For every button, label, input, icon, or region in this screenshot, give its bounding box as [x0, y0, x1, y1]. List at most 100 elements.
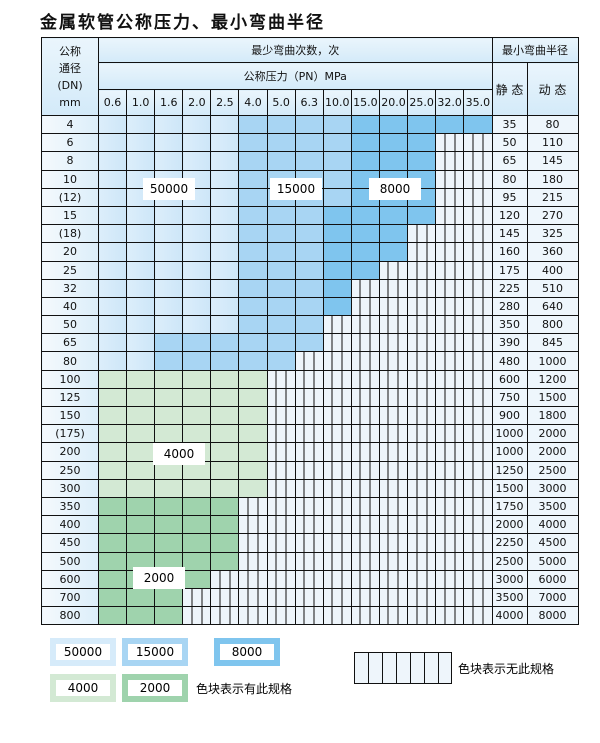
dn-cell: 700	[41, 587, 99, 608]
spec-cell	[97, 296, 128, 317]
spec-cell	[182, 569, 212, 589]
spec-cell	[266, 260, 296, 280]
spec-cell	[182, 351, 212, 371]
no-spec-cell	[294, 569, 324, 589]
spec-cell	[126, 387, 156, 408]
no-spec-cell	[266, 478, 296, 498]
spec-cell	[154, 587, 184, 608]
static-radius-cell: 1000	[491, 442, 528, 462]
spec-cell	[97, 369, 128, 389]
no-spec-cell	[350, 496, 380, 517]
spec-cell	[210, 242, 240, 262]
no-spec-cell	[435, 515, 465, 535]
no-spec-cell	[435, 187, 465, 207]
no-spec-cell	[210, 587, 240, 608]
spec-cell	[210, 315, 240, 335]
no-spec-cell	[378, 351, 409, 371]
no-spec-cell	[350, 606, 380, 626]
spec-cell	[350, 242, 380, 262]
table-row: 800 4000 8000	[41, 606, 579, 626]
table-row: 300 1500 3000	[41, 478, 579, 498]
spec-cell	[154, 333, 184, 353]
no-spec-cell	[463, 460, 493, 480]
dynamic-header: 动 态	[526, 62, 579, 116]
spec-cell	[238, 169, 268, 189]
no-spec-cell	[294, 515, 324, 535]
no-spec-cell	[266, 460, 296, 480]
table-row: 125 750 1500	[41, 387, 579, 408]
dn-cell: 15	[41, 205, 99, 226]
no-spec-cell	[266, 405, 296, 426]
no-spec-cell	[322, 460, 352, 480]
spec-cell	[350, 224, 380, 244]
no-spec-cell	[294, 387, 324, 408]
dn-cell: 400	[41, 515, 99, 535]
spec-cell	[294, 114, 324, 135]
no-spec-cell	[378, 587, 409, 608]
dn-cell: 20	[41, 242, 99, 262]
no-spec-cell	[435, 442, 465, 462]
spec-cell	[210, 405, 240, 426]
static-radius-cell: 35	[491, 114, 528, 135]
spec-cell	[238, 260, 268, 280]
dn-cell: 100	[41, 369, 99, 389]
no-spec-cell	[322, 551, 352, 571]
no-spec-cell	[378, 260, 409, 280]
no-spec-cell	[463, 478, 493, 498]
spec-cell	[322, 242, 352, 262]
no-spec-cell	[463, 242, 493, 262]
dynamic-radius-cell: 4000	[526, 515, 579, 535]
min-radius-header: 最小弯曲半径	[491, 37, 579, 63]
no-spec-cell	[266, 606, 296, 626]
static-radius-cell: 390	[491, 333, 528, 353]
no-spec-cell	[463, 133, 493, 153]
spec-cell	[126, 296, 156, 317]
static-radius-cell: 80	[491, 169, 528, 189]
no-spec-cell	[350, 369, 380, 389]
no-spec-cell	[182, 606, 212, 626]
spec-cell	[154, 551, 184, 571]
no-spec-cell	[407, 260, 437, 280]
spec-cell	[97, 606, 128, 626]
spec-cell	[238, 387, 268, 408]
table-row: 4 35 80	[41, 114, 579, 135]
no-spec-cell	[238, 496, 268, 517]
spec-cell	[238, 151, 268, 171]
spec-cell	[154, 224, 184, 244]
spec-cell	[126, 424, 156, 444]
dn-cell: 600	[41, 569, 99, 589]
no-spec-cell	[378, 442, 409, 462]
spec-cell	[238, 296, 268, 317]
dynamic-radius-cell: 2000	[526, 424, 579, 444]
dn-header-line: 公称	[59, 44, 81, 58]
no-spec-cell	[266, 387, 296, 408]
no-spec-cell	[322, 315, 352, 335]
no-spec-cell	[435, 569, 465, 589]
spec-cell	[126, 114, 156, 135]
legend-2000: 2000	[122, 674, 188, 702]
no-spec-cell	[435, 133, 465, 153]
no-spec-cell	[435, 369, 465, 389]
table-row: 200 1000 2000	[41, 442, 579, 462]
no-spec-cell	[435, 496, 465, 517]
pressure-col-header: 10.0	[322, 89, 352, 116]
spec-cell	[154, 424, 184, 444]
no-spec-cell	[322, 333, 352, 353]
spec-cell	[294, 278, 324, 298]
no-spec-cell	[407, 424, 437, 444]
no-spec-cell	[463, 405, 493, 426]
no-spec-cell	[350, 351, 380, 371]
no-spec-cell	[435, 260, 465, 280]
spec-cell	[350, 151, 380, 171]
spec-cell	[126, 224, 156, 244]
spec-cell	[97, 424, 128, 444]
spec-cell	[238, 133, 268, 153]
spec-cell	[238, 442, 268, 462]
page-title: 金属软管公称压力、最小弯曲半径	[40, 13, 325, 33]
spec-cell	[210, 387, 240, 408]
spec-cell	[238, 405, 268, 426]
no-spec-cell	[266, 533, 296, 553]
spec-cell	[322, 151, 352, 171]
no-spec-cell	[322, 606, 352, 626]
no-spec-cell	[407, 533, 437, 553]
